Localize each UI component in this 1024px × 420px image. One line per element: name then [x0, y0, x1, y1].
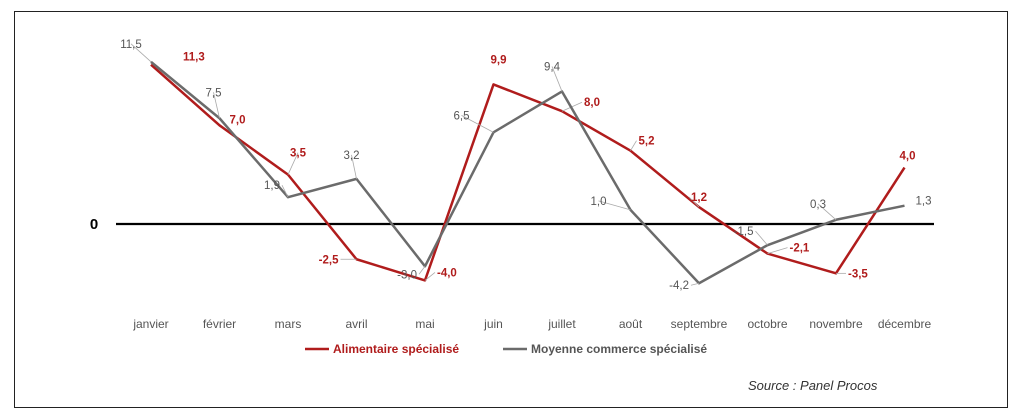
- x-tick-label: octobre: [747, 317, 787, 331]
- x-tick-label: septembre: [671, 317, 728, 331]
- chart-frame: [14, 11, 1008, 408]
- x-tick-label: août: [619, 317, 643, 331]
- leader-line: [688, 196, 700, 208]
- leader-line: [817, 203, 837, 221]
- data-label: -2,1: [790, 243, 810, 255]
- data-label: 3,5: [290, 148, 307, 160]
- data-label: 1,2: [691, 192, 707, 204]
- data-label: 3,2: [344, 150, 360, 162]
- data-label: 7,5: [206, 87, 222, 99]
- series-line-alimentaire: [150, 63, 906, 282]
- leader-line: [551, 66, 563, 92]
- x-tick-label: mars: [275, 317, 302, 331]
- leader-line: [461, 114, 494, 133]
- data-label: 4,0: [900, 151, 916, 163]
- data-label: -4,0: [437, 267, 457, 279]
- leader-line: [213, 92, 220, 119]
- data-label: 1,9: [264, 180, 280, 192]
- leader-line: [598, 200, 631, 211]
- data-label: 9,4: [544, 61, 561, 73]
- data-label: 11,5: [120, 39, 142, 51]
- data-label: 1,3: [916, 196, 932, 208]
- x-tick-label: avril: [345, 317, 367, 331]
- data-label: 11,3: [183, 52, 205, 64]
- x-tick-label: mai: [415, 317, 434, 331]
- leader-line: [287, 152, 299, 175]
- x-tick-label: juillet: [547, 317, 576, 331]
- data-label: -3,0: [397, 269, 417, 281]
- data-label: 9,9: [491, 54, 507, 66]
- leader-line: [755, 230, 768, 246]
- x-tick-label: janvier: [132, 317, 168, 331]
- leader-line: [130, 43, 152, 63]
- leader-line: [418, 266, 426, 275]
- data-label: 7,0: [230, 114, 246, 126]
- data-label: 6,5: [454, 110, 470, 122]
- series-line-moyenne: [150, 60, 905, 285]
- x-tick-label: novembre: [809, 317, 863, 331]
- data-label: 5,2: [639, 136, 655, 148]
- data-label: 1,0: [591, 196, 607, 208]
- x-tick-label: juin: [483, 317, 503, 331]
- leader-line: [767, 247, 788, 254]
- leader-line: [424, 272, 436, 281]
- legend-label: Alimentaire spécialisé: [333, 342, 459, 356]
- source-note: Source : Panel Procos: [748, 378, 878, 393]
- data-label: -4,2: [669, 280, 689, 292]
- leader-line: [351, 154, 357, 179]
- data-label: -2,5: [319, 254, 339, 266]
- data-label: -3,5: [848, 268, 868, 280]
- x-tick-label: décembre: [878, 317, 932, 331]
- data-label: -1,5: [734, 226, 754, 238]
- data-label: 0,3: [810, 199, 826, 211]
- leader-line: [690, 282, 700, 286]
- legend-label: Moyenne commerce spécialisé: [531, 342, 707, 356]
- zero-axis-label: 0: [90, 216, 98, 233]
- x-tick-label: février: [203, 317, 236, 331]
- leader-line: [281, 185, 289, 198]
- leader-line: [630, 140, 637, 151]
- data-label: 8,0: [584, 97, 600, 109]
